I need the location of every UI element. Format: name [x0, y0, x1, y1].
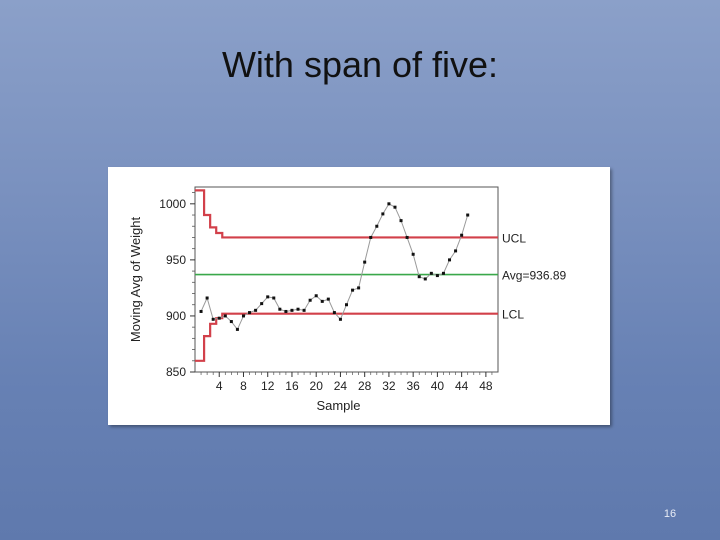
x-tick-label: 32 [382, 379, 396, 393]
x-tick-label: 28 [358, 379, 372, 393]
data-point [248, 311, 252, 315]
data-point [460, 233, 464, 237]
y-tick-label: 1000 [159, 197, 186, 211]
data-point [369, 235, 373, 239]
data-point [296, 307, 300, 311]
data-point [466, 213, 470, 217]
data-point [417, 275, 421, 279]
data-point [260, 302, 264, 306]
ucl-label: UCL [502, 231, 526, 245]
data-point [199, 309, 203, 313]
ucl-line [195, 189, 498, 239]
data-point [332, 311, 336, 315]
x-tick-label: 20 [310, 379, 324, 393]
series-layer [199, 202, 470, 331]
data-point [211, 317, 215, 321]
data-point [387, 202, 391, 206]
page-number: 16 [663, 508, 677, 520]
data-point [375, 224, 379, 228]
lcl-label: LCL [502, 308, 524, 322]
x-tick-label: 44 [455, 379, 469, 393]
data-point [320, 299, 324, 303]
data-point [326, 297, 330, 301]
x-tick-label: 8 [240, 379, 247, 393]
data-point [435, 274, 439, 278]
x-tick-label: 24 [334, 379, 348, 393]
data-point [272, 296, 276, 300]
data-point [448, 258, 452, 262]
data-point [241, 314, 245, 318]
data-point [429, 271, 433, 275]
data-point [399, 219, 403, 223]
data-point [254, 308, 258, 312]
limits-layer [195, 189, 498, 362]
series-line [200, 203, 469, 331]
data-point [363, 260, 367, 264]
data-point [308, 298, 312, 302]
x-tick-label: 48 [479, 379, 493, 393]
data-point [454, 249, 458, 253]
data-point [217, 316, 221, 320]
avg-label: Avg=936.89 [502, 269, 566, 283]
x-tick-label: 16 [285, 379, 299, 393]
x-tick-label: 36 [406, 379, 420, 393]
data-point [393, 205, 397, 209]
data-point [235, 327, 239, 331]
data-point [405, 235, 409, 239]
data-point [423, 277, 427, 281]
data-point [345, 303, 348, 307]
y-tick-label: 850 [166, 365, 186, 379]
data-point [314, 294, 318, 298]
data-point [411, 252, 415, 256]
y-axis-title: Moving Avg of Weight [128, 216, 143, 342]
slide-title: With span of five: [221, 44, 499, 85]
x-tick-label: 12 [261, 379, 275, 393]
control-chart: 850 900 950 1000 4 8 12 16 20 24 28 32 36 40 44 48 Movi… [108, 167, 610, 425]
plot-frame [194, 186, 499, 373]
data-point [302, 308, 306, 312]
data-point [223, 314, 227, 318]
data-point [278, 307, 282, 311]
data-point [266, 295, 270, 299]
y-tick-label: 900 [166, 309, 186, 323]
data-point [229, 320, 233, 324]
data-point [290, 308, 294, 312]
y-tick-label: 950 [166, 253, 186, 267]
x-tick-label: 4 [216, 379, 223, 393]
data-point [381, 212, 385, 216]
data-point [338, 317, 342, 321]
data-point [284, 309, 288, 313]
data-point [357, 286, 361, 290]
data-point [441, 271, 445, 275]
lcl-line [195, 312, 498, 362]
x-axis-title: Sample [316, 398, 360, 413]
data-point [351, 288, 355, 292]
data-point [205, 296, 209, 300]
x-tick-label: 40 [431, 379, 445, 393]
